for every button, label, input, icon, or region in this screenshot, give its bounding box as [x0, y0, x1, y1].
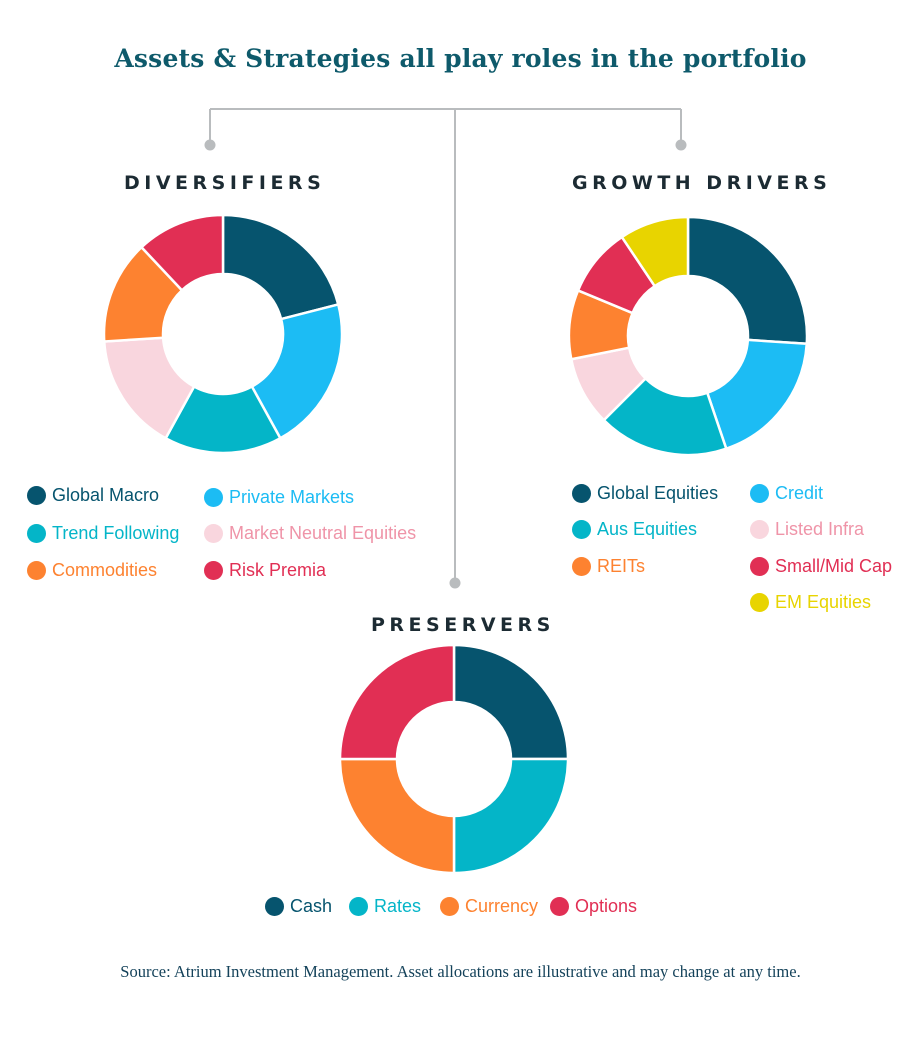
legend-swatch — [750, 593, 769, 612]
legend-item-small-mid-cap: Small/Mid Cap — [750, 556, 892, 577]
slice-rates — [452, 757, 569, 874]
legend-swatch — [550, 897, 569, 916]
legend-swatch — [349, 897, 368, 916]
slice-global-macro — [221, 213, 340, 321]
legend-label: Listed Infra — [775, 519, 865, 539]
source-note: Source: Atrium Investment Management. As… — [120, 962, 801, 981]
legend-item-commodities: Commodities — [27, 560, 157, 581]
slice-options — [339, 644, 456, 761]
connector-lines — [204, 108, 687, 589]
legend-label: EM Equities — [775, 592, 872, 612]
diversifiers-donut — [102, 213, 344, 455]
legend-swatch — [204, 488, 223, 507]
legend-item-reits: REITs — [572, 556, 645, 577]
diversifiers-title: DIVERSIFIERS — [124, 172, 326, 194]
legend-label: Options — [575, 896, 638, 916]
legend-label: Currency — [465, 896, 539, 916]
legend-label: Global Macro — [52, 485, 160, 505]
legend-label: Market Neutral Equities — [229, 523, 417, 543]
legend-label: Small/Mid Cap — [775, 556, 893, 576]
legend-label: Private Markets — [229, 487, 355, 507]
legend-swatch — [204, 524, 223, 543]
growth-drivers-donut — [567, 215, 809, 457]
legend-item-aus-equities: Aus Equities — [572, 519, 697, 540]
legend-swatch — [572, 557, 591, 576]
slice-currency — [339, 757, 456, 874]
legend-label: Rates — [374, 896, 422, 916]
slice-private-markets — [250, 303, 344, 440]
legend-swatch — [27, 486, 46, 505]
legend-label: Risk Premia — [229, 560, 327, 580]
legend-swatch — [572, 520, 591, 539]
legend-label: Cash — [290, 896, 333, 916]
legend-label: Aus Equities — [597, 519, 698, 539]
page-title: Assets & Strategies all play roles in th… — [114, 44, 807, 73]
legend-swatch — [440, 897, 459, 916]
legend-swatch — [572, 484, 591, 503]
legend-label: REITs — [597, 556, 646, 576]
legend-swatch — [750, 557, 769, 576]
preservers-title: PRESERVERS — [371, 614, 555, 636]
legend-item-credit: Credit — [750, 483, 823, 504]
legend-item-rates: Rates — [349, 896, 421, 917]
legend-item-em-equities: EM Equities — [750, 592, 871, 613]
slice-credit — [706, 338, 808, 450]
connector-dot-preservers — [449, 577, 461, 589]
legend-swatch — [204, 561, 223, 580]
legend-item-cash: Cash — [265, 896, 332, 917]
legend-item-global-macro: Global Macro — [27, 485, 159, 506]
legend-label: Commodities — [52, 560, 158, 580]
slice-risk-premia — [140, 213, 225, 292]
legend-item-risk-premia: Risk Premia — [204, 560, 326, 581]
slice-global-equities — [686, 215, 809, 346]
legend-item-currency: Currency — [440, 896, 538, 917]
connector-dot-growth — [675, 139, 687, 151]
slice-cash — [452, 644, 569, 761]
legend-item-private-markets: Private Markets — [204, 487, 354, 508]
legend-swatch — [265, 897, 284, 916]
legend-swatch — [750, 484, 769, 503]
slice-em-equities — [620, 215, 690, 288]
legend-swatch — [27, 524, 46, 543]
legend-item-options: Options — [550, 896, 637, 917]
legend-item-global-equities: Global Equities — [572, 483, 718, 504]
legend-label: Trend Following — [52, 523, 180, 543]
connector-dot-diversifiers — [204, 139, 216, 151]
legend-swatch — [27, 561, 46, 580]
legend-item-trend-following: Trend Following — [27, 523, 179, 544]
legend-swatch — [750, 520, 769, 539]
legend-label: Global Equities — [597, 483, 719, 503]
legend-label: Credit — [775, 483, 824, 503]
legend-item-market-neutral-equities: Market Neutral Equities — [204, 523, 416, 544]
growth-drivers-title: GROWTH DRIVERS — [572, 172, 832, 194]
preservers-donut — [339, 644, 569, 874]
legend-item-listed-infra: Listed Infra — [750, 519, 864, 540]
